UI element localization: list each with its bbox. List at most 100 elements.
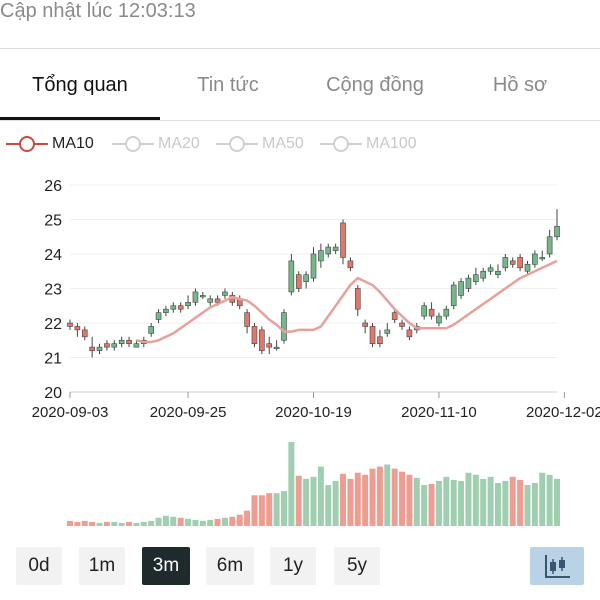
- x-tick-label: 2020-09-25: [150, 404, 227, 421]
- chart-gridlines: [70, 184, 557, 393]
- candle: [118, 336, 125, 348]
- range-button-1m[interactable]: 1m: [79, 547, 125, 585]
- ma10-line: [136, 259, 558, 344]
- candle: [399, 319, 405, 330]
- tab-profile[interactable]: Hồ sơ: [492, 74, 548, 96]
- volume-bar: [413, 477, 420, 526]
- candle: [163, 305, 169, 317]
- y-tick-label: 26: [44, 178, 62, 195]
- tab-community[interactable]: Cộng đồng: [326, 74, 424, 96]
- candle: [546, 229, 553, 258]
- volume-bar: [295, 475, 302, 526]
- tab-overview[interactable]: Tổng quan: [32, 74, 128, 96]
- volume-bar: [310, 476, 317, 526]
- candle: [421, 302, 427, 320]
- volume-bar: [458, 480, 465, 526]
- volume-bar: [428, 484, 435, 526]
- candle: [524, 260, 531, 275]
- candle: [81, 326, 88, 341]
- candle: [104, 340, 110, 351]
- candle: [458, 278, 464, 299]
- volume-bar: [354, 472, 361, 526]
- legend-ma20-label: MA20: [158, 135, 200, 152]
- volume-bar: [494, 482, 501, 526]
- volume-bar: [480, 478, 487, 526]
- volume-bar: [465, 472, 472, 526]
- volume-bar: [221, 517, 228, 526]
- range-button-5y[interactable]: 5y: [334, 547, 380, 585]
- range-button-0d[interactable]: 0d: [16, 547, 62, 585]
- y-tick-label: 20: [44, 385, 62, 402]
- candlestick-chart-icon: [545, 555, 570, 578]
- volume-bar: [450, 479, 457, 526]
- volume-bar: [391, 468, 398, 526]
- legend-ma50[interactable]: MA50: [216, 132, 304, 156]
- volume-bar: [303, 478, 310, 526]
- volume-bar: [140, 521, 147, 526]
- candle: [354, 285, 361, 317]
- legend-ma10[interactable]: MA10: [6, 132, 94, 156]
- candle: [362, 319, 368, 334]
- legend-ma50-marker-icon: [216, 136, 258, 152]
- volume-bar: [103, 521, 110, 526]
- candle: [96, 343, 103, 355]
- y-tick-label: 24: [44, 247, 62, 264]
- legend-ma100[interactable]: MA100: [320, 132, 417, 156]
- legend-ma20[interactable]: MA20: [112, 132, 200, 156]
- y-tick-label: 23: [44, 282, 62, 299]
- candle: [450, 281, 457, 310]
- range-button-6m[interactable]: 6m: [206, 547, 254, 585]
- volume-bar: [509, 476, 516, 526]
- header-divider: [0, 48, 600, 49]
- candle: [532, 250, 538, 268]
- volume-bar: [517, 479, 524, 526]
- volume-bar: [384, 464, 391, 526]
- volume-bar: [487, 476, 494, 526]
- volume-bar: [67, 520, 73, 526]
- candle: [295, 271, 302, 292]
- range-button-3m[interactable]: 3m: [142, 547, 190, 585]
- range-button-1y[interactable]: 1y: [270, 547, 316, 585]
- volume-bar: [362, 474, 369, 526]
- x-tick-label: 2020-09-03: [32, 404, 109, 421]
- volume-bar: [207, 519, 214, 526]
- tab-news[interactable]: Tin tức: [197, 74, 259, 96]
- candle: [480, 267, 487, 282]
- volume-bar: [258, 495, 265, 526]
- candle: [554, 209, 560, 241]
- candle: [473, 267, 479, 286]
- volume-bars: [67, 442, 560, 526]
- volume-bar: [273, 493, 280, 526]
- candlesticks: [67, 209, 560, 358]
- candle: [222, 288, 228, 299]
- volume-bar: [185, 518, 192, 526]
- volume-bar: [421, 485, 428, 526]
- volume-bar: [340, 473, 347, 526]
- legend-ma100-marker-icon: [320, 136, 362, 152]
- y-axis-ticks: 20 21 22 23 24 25 26: [44, 178, 62, 402]
- volume-bar: [74, 521, 81, 526]
- candle: [273, 340, 280, 351]
- volume-bar: [266, 493, 273, 526]
- volume-bar: [244, 510, 251, 526]
- volume-bar: [280, 491, 287, 526]
- candle: [244, 309, 250, 334]
- candle: [487, 264, 494, 275]
- last-updated-text: Cập nhật lúc 12:03:13: [0, 0, 196, 22]
- chart-type-button[interactable]: [530, 547, 584, 585]
- volume-bar: [531, 482, 538, 526]
- candle: [495, 264, 501, 279]
- active-tab-indicator: [0, 117, 160, 120]
- candle: [126, 336, 132, 348]
- candle: [170, 302, 177, 313]
- volume-bar: [288, 442, 295, 526]
- candle: [436, 312, 442, 327]
- candle: [148, 323, 154, 337]
- candle: [332, 243, 339, 254]
- candle: [517, 254, 523, 272]
- legend-ma20-marker-icon: [112, 136, 154, 152]
- candle: [318, 243, 324, 268]
- candle: [310, 247, 317, 282]
- volume-bar: [317, 466, 324, 526]
